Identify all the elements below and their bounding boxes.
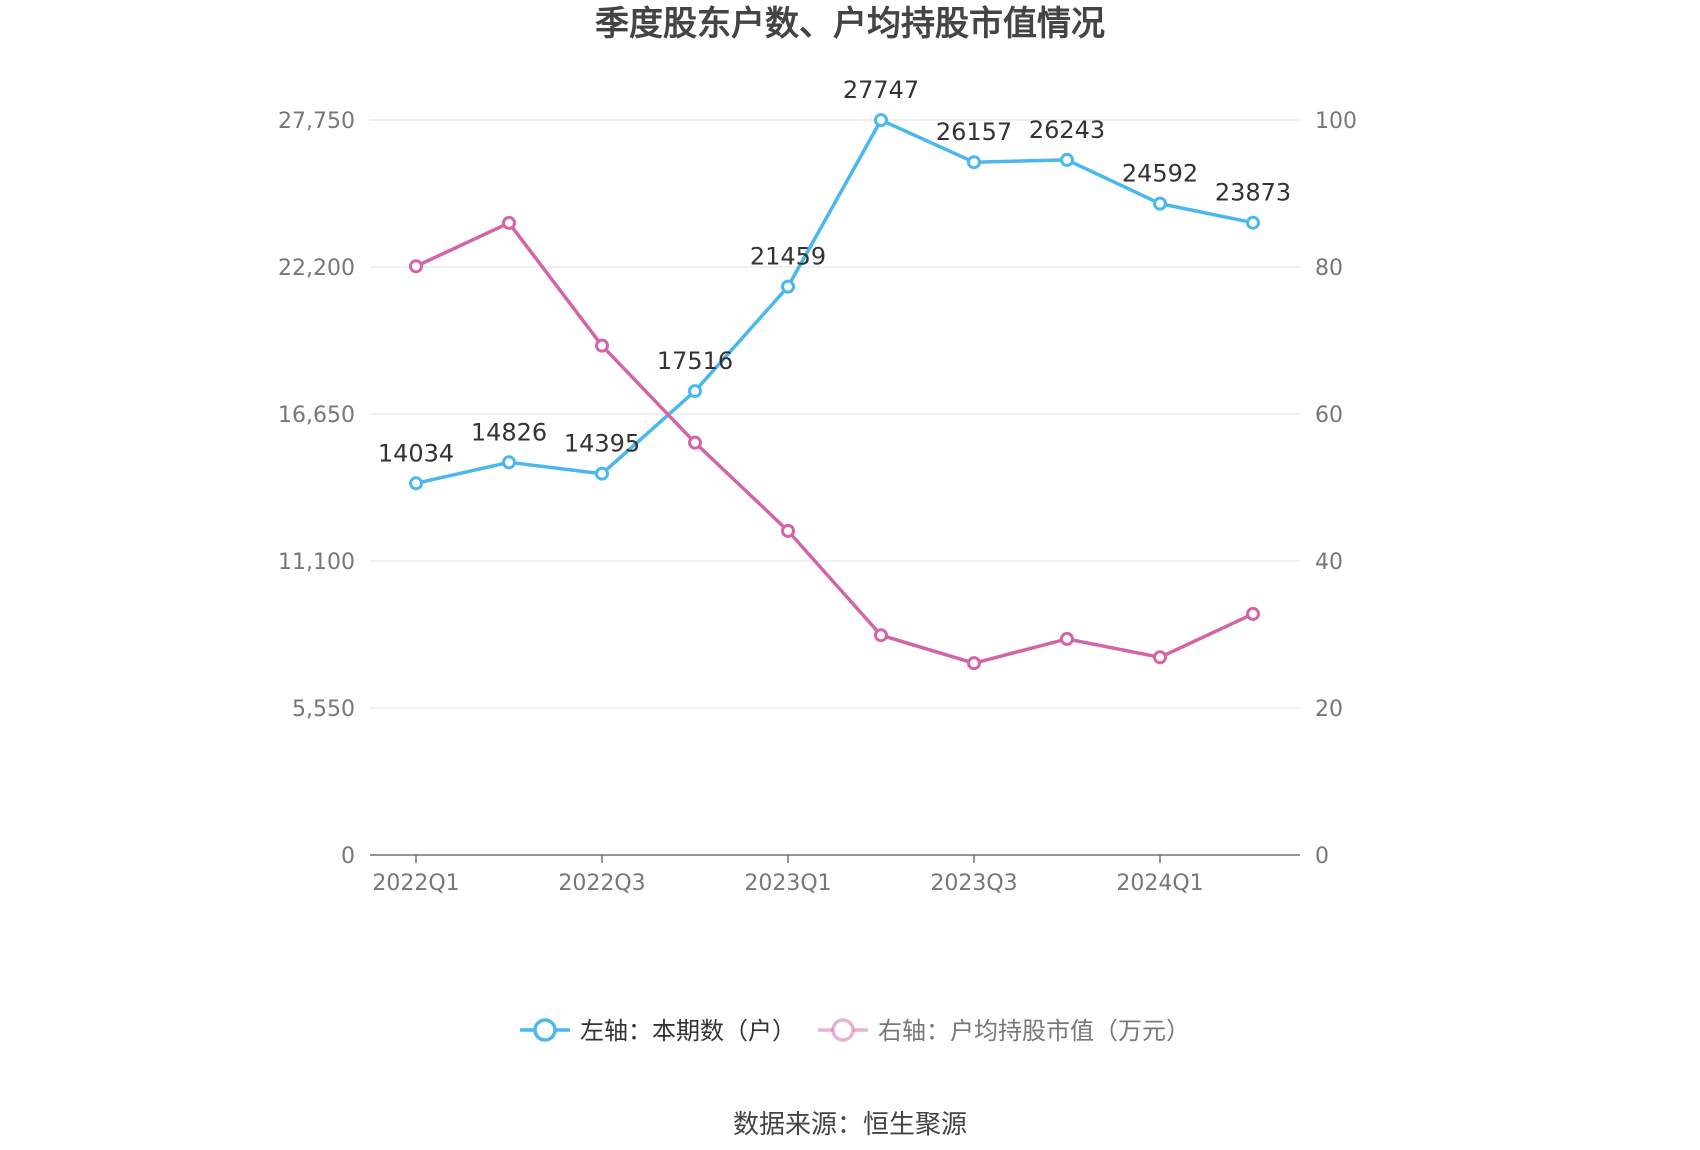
holders-count-point[interactable] bbox=[1246, 215, 1260, 230]
left-y-tick-label: 16,650 bbox=[278, 403, 355, 428]
left-y-tick-label: 27,750 bbox=[278, 109, 355, 134]
data-label: 26157 bbox=[936, 118, 1012, 146]
legend-marker bbox=[533, 1018, 557, 1042]
data-label: 21459 bbox=[750, 243, 826, 271]
source-note: 数据来源：恒生聚源 bbox=[733, 1110, 967, 1140]
right-y-tick-label: 60 bbox=[1315, 403, 1343, 428]
data-label: 17516 bbox=[657, 347, 733, 375]
holders-count-point[interactable] bbox=[409, 476, 423, 491]
holders-count-point[interactable] bbox=[502, 455, 516, 470]
x-tick-label: 2023Q3 bbox=[930, 871, 1017, 896]
holders-count-point[interactable] bbox=[1153, 196, 1167, 211]
data-label: 26243 bbox=[1029, 116, 1105, 144]
avg-holding-value-point[interactable] bbox=[1246, 606, 1260, 621]
right-y-tick-label: 0 bbox=[1315, 844, 1329, 869]
right-y-tick-label: 20 bbox=[1315, 697, 1343, 722]
chart-title: 季度股东户数、户均持股市值情况 bbox=[595, 4, 1105, 44]
legend-label: 右轴：户均持股市值（万元） bbox=[878, 1017, 1190, 1045]
data-label: 24592 bbox=[1122, 160, 1198, 188]
x-tick-label: 2022Q3 bbox=[558, 871, 645, 896]
legend: 左轴：本期数（户） 右轴：户均持股市值（万元） bbox=[520, 1017, 1190, 1045]
data-label: 14826 bbox=[471, 418, 547, 446]
data-label: 14034 bbox=[378, 439, 454, 467]
avg-holding-value-point[interactable] bbox=[781, 523, 795, 538]
legend-marker bbox=[831, 1018, 855, 1042]
legend-label: 左轴：本期数（户） bbox=[580, 1017, 796, 1045]
left-y-tick-label: 22,200 bbox=[278, 256, 355, 281]
avg-holding-value-point[interactable] bbox=[595, 338, 609, 353]
avg-holding-value-point[interactable] bbox=[502, 215, 516, 230]
right-y-tick-label: 80 bbox=[1315, 256, 1343, 281]
holders-count-point[interactable] bbox=[1060, 152, 1074, 167]
avg-holding-value-point[interactable] bbox=[688, 435, 702, 450]
legend-item-avg-holding-value[interactable]: 右轴：户均持股市值（万元） bbox=[818, 1017, 1190, 1045]
avg-holding-value-point[interactable] bbox=[874, 628, 888, 643]
data-label: 23873 bbox=[1215, 179, 1291, 207]
avg-holding-value-line bbox=[415, 221, 1254, 665]
avg-holding-value-point[interactable] bbox=[967, 656, 981, 671]
holders-count-point[interactable] bbox=[595, 466, 609, 481]
holders-count-point[interactable] bbox=[967, 155, 981, 170]
grid-lines bbox=[370, 119, 1300, 709]
data-label: 14395 bbox=[564, 430, 640, 458]
avg-holding-value-point[interactable] bbox=[1153, 650, 1167, 665]
axes: 0 5,550 11,100 16,650 22,200 27,750 0 20 40 60 80 1… bbox=[278, 109, 1357, 896]
avg-holding-value-point[interactable] bbox=[409, 259, 423, 274]
left-y-tick-label: 0 bbox=[341, 844, 355, 869]
data-label: 27747 bbox=[843, 76, 919, 104]
series bbox=[409, 113, 1260, 671]
left-y-tick-label: 11,100 bbox=[278, 550, 355, 575]
right-y-tick-label: 40 bbox=[1315, 550, 1343, 575]
avg-holding-value-point[interactable] bbox=[1060, 631, 1074, 646]
left-y-tick-label: 5,550 bbox=[292, 697, 355, 722]
holders-count-point[interactable] bbox=[781, 279, 795, 294]
x-tick-label: 2022Q1 bbox=[372, 871, 459, 896]
x-tick-label: 2023Q1 bbox=[744, 871, 831, 896]
holders-count-line bbox=[415, 118, 1254, 485]
holders-count-point[interactable] bbox=[688, 384, 702, 399]
data-labels: 14034 14826 14395 17516 21459 27747 26157 26243… bbox=[378, 76, 1291, 467]
right-y-tick-label: 100 bbox=[1315, 109, 1357, 134]
holders-count-point[interactable] bbox=[874, 113, 888, 128]
legend-item-holders-count[interactable]: 左轴：本期数（户） bbox=[520, 1017, 796, 1045]
x-tick-label: 2024Q1 bbox=[1116, 871, 1203, 896]
